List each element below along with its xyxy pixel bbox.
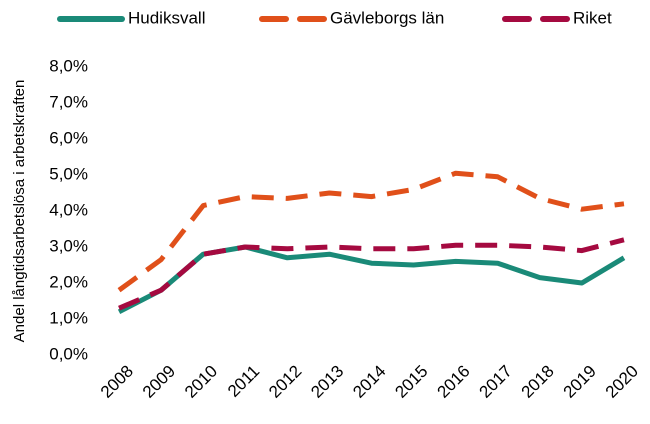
x-tick-label: 2008 (97, 362, 137, 402)
x-tick-label: 2009 (139, 362, 179, 402)
y-tick-label: 6,0% (49, 128, 88, 147)
y-tick-label: 4,0% (49, 200, 88, 219)
y-tick-label: 0,0% (49, 344, 88, 363)
x-tick-label: 2012 (265, 362, 305, 402)
x-tick-label: 2010 (181, 362, 221, 402)
x-tick-label: 2013 (307, 362, 347, 402)
y-tick-label: 5,0% (49, 164, 88, 183)
x-tick-label: 2017 (476, 362, 516, 402)
legend-label: Hudiksvall (128, 8, 205, 27)
y-tick-label: 8,0% (49, 56, 88, 75)
y-tick-label: 3,0% (49, 236, 88, 255)
x-tick-label: 2015 (391, 362, 431, 402)
x-tick-label: 2016 (433, 362, 473, 402)
x-tick-label: 2020 (602, 362, 642, 402)
legend-label: Riket (573, 8, 612, 27)
x-tick-label: 2019 (560, 362, 600, 402)
legend-label: Gävleborgs län (330, 8, 444, 27)
series-line (118, 237, 625, 311)
series-line (117, 244, 626, 315)
y-tick-label: 2,0% (49, 272, 88, 291)
y-axis-label: Andel långtidsarbetslösa i arbetskraften (11, 80, 28, 343)
series-line (117, 170, 625, 293)
y-tick-label: 1,0% (49, 308, 88, 327)
x-tick-label: 2011 (224, 362, 263, 401)
y-tick-label: 7,0% (49, 92, 88, 111)
x-tick-label: 2014 (349, 362, 389, 402)
x-tick-label: 2018 (518, 362, 558, 402)
